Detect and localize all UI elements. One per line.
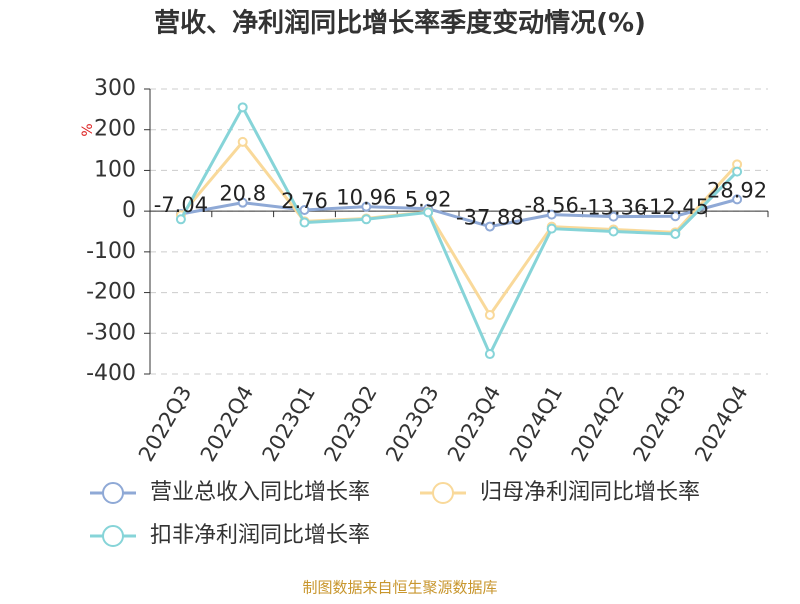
y-tick-label: -200 xyxy=(86,280,136,305)
point xyxy=(237,197,248,208)
point xyxy=(361,214,372,225)
x-tick-label: 2024Q1 xyxy=(505,382,567,466)
y-tick-label: 100 xyxy=(94,157,136,182)
y-tick-label: -300 xyxy=(86,320,136,345)
legend-marker xyxy=(102,482,124,504)
point xyxy=(175,214,186,225)
y-tick-label: -100 xyxy=(86,239,136,264)
point xyxy=(546,209,557,220)
data-label: -8.56 xyxy=(525,194,579,218)
data-label: -12.45 xyxy=(641,195,709,219)
data-label: 10.96 xyxy=(336,186,396,210)
data-label: -7.04 xyxy=(154,193,208,217)
x-tick-label: 2023Q2 xyxy=(319,382,381,466)
x-tick-label: 2022Q4 xyxy=(196,382,258,466)
point xyxy=(299,217,310,228)
point xyxy=(237,102,248,113)
source-note: 制图数据来自恒生聚源数据库 xyxy=(302,579,497,597)
chart-title: 营收、净利润同比增长率季度变动情况(%) xyxy=(154,8,646,39)
x-tick-label: 2023Q4 xyxy=(443,382,505,466)
point xyxy=(670,228,681,239)
y-tick-label: 0 xyxy=(122,198,136,223)
data-label: -37.88 xyxy=(456,206,524,230)
point xyxy=(361,201,372,212)
point xyxy=(299,205,310,216)
y-tick-label: 200 xyxy=(94,117,136,142)
data-label: 28.92 xyxy=(707,178,767,202)
y-unit: % xyxy=(80,123,96,136)
x-tick-label: 2024Q2 xyxy=(567,382,629,466)
legend-label: 营业总收入同比增长率 xyxy=(150,480,370,505)
series-line xyxy=(179,139,739,318)
point xyxy=(484,221,495,232)
data-label: -13.36 xyxy=(580,196,648,220)
point xyxy=(546,223,557,234)
y-tick-label: -400 xyxy=(86,361,136,386)
point xyxy=(484,349,495,360)
point xyxy=(484,309,495,320)
x-tick-label: 2024Q4 xyxy=(690,382,752,466)
legend-label: 扣非净利润同比增长率 xyxy=(150,523,370,548)
point xyxy=(732,194,743,205)
legend-marker xyxy=(102,525,124,547)
point xyxy=(732,166,743,177)
point xyxy=(423,207,434,218)
x-tick-label: 2022Q3 xyxy=(134,382,196,466)
data-label: 2.76 xyxy=(281,189,328,213)
data-label: 20.8 xyxy=(219,182,266,206)
series-line xyxy=(179,104,739,358)
x-tick-label: 2023Q3 xyxy=(381,381,443,465)
data-label: 5.92 xyxy=(405,188,452,212)
x-tick-label: 2024Q3 xyxy=(628,382,690,466)
y-tick-label: 300 xyxy=(94,76,136,101)
point xyxy=(670,211,681,222)
legend-marker xyxy=(432,482,454,504)
point xyxy=(608,211,619,222)
series-line xyxy=(180,197,738,229)
legend-label: 归母净利润同比增长率 xyxy=(480,480,700,505)
point xyxy=(237,136,248,147)
point xyxy=(608,226,619,237)
x-tick-label: 2023Q1 xyxy=(258,382,320,466)
